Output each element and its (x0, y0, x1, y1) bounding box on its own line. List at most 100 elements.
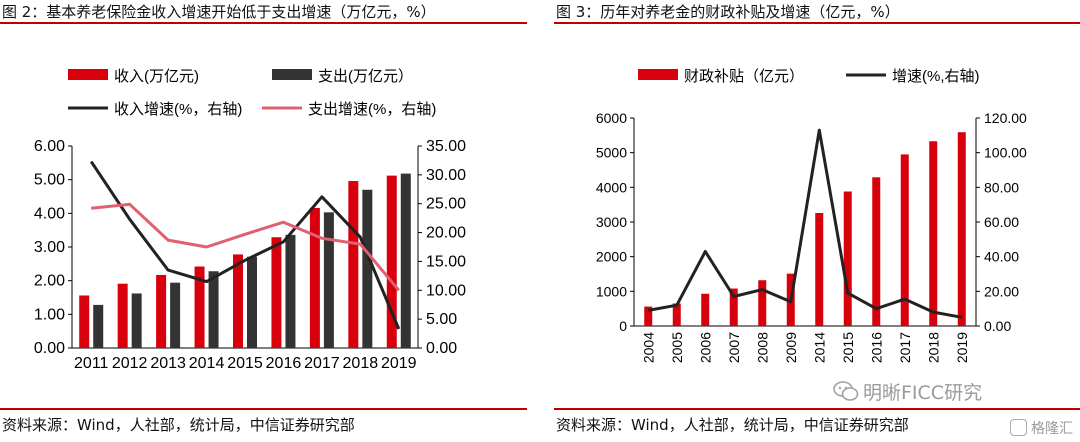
title-rule (0, 22, 527, 24)
chart-1: 0.00 1.00 2.00 3.00 4.00 5.00 6.00 0.00 5.00 10.0… (34, 68, 466, 372)
chart-panel-pension-revenue-expenditure: 图 2：基本养老保险金收入增速开始低于支出增速（万亿元，%） 0.00 1.00 2… (0, 0, 527, 442)
legend-label: 增速(%,右轴) (892, 68, 980, 85)
x-tick-label: 2014 (811, 332, 827, 363)
y-tick-label-right: 20.00 (984, 283, 1019, 299)
x-tick-label: 2016 (266, 355, 302, 372)
y-tick-label-left: 0 (619, 318, 627, 334)
legend-swatch (68, 69, 108, 80)
x-tick-label: 2008 (754, 332, 770, 363)
line-series-0-2 (89, 160, 401, 330)
bar-0-0-6 (309, 207, 320, 348)
x-tick-label: 2018 (343, 355, 379, 372)
x-tick-label: 2012 (112, 355, 148, 372)
bar-0-1-8 (400, 173, 411, 348)
legend-label: 支出增速(%，右轴) (308, 101, 436, 118)
line-series-1-1 (648, 128, 963, 319)
chart-panel-fiscal-subsidy: 图 3：历年对养老金的财政补贴及增速（亿元，%） 0 1000 2000 3000 40… (554, 0, 1080, 442)
x-tick-label: 2013 (150, 355, 186, 372)
bar-1-0-4 (758, 280, 767, 326)
bar-0-0-7 (348, 181, 359, 348)
x-tick-label: 2004 (640, 332, 656, 363)
bar-1-0-8 (872, 177, 881, 326)
y-tick-label-right: 40.00 (984, 249, 1019, 265)
bar-0-1-6 (323, 212, 334, 348)
watermark-text: 明晰FICC研究 (863, 382, 983, 404)
y-tick-label-left: 1000 (596, 283, 627, 299)
bar-1-0-6 (815, 212, 824, 326)
y-tick-label-right: 100.00 (984, 145, 1027, 161)
x-tick-label: 2015 (227, 355, 263, 372)
y-tick-label-right: 60.00 (984, 214, 1019, 230)
chart-source: 资料来源：Wind，人社部，统计局，中信证券研究部 (2, 416, 355, 434)
x-tick-label: 2011 (74, 355, 109, 372)
y-tick-label-left: 5.00 (34, 172, 65, 189)
bar-0-1-2 (170, 282, 181, 348)
y-tick-label-right: 0.00 (426, 340, 457, 357)
legend-label: 收入(万亿元) (114, 68, 199, 85)
chart-title: 图 2：基本养老保险金收入增速开始低于支出增速（万亿元，%） (2, 3, 436, 21)
x-tick-label: 2017 (897, 332, 913, 363)
x-tick-label: 2014 (189, 355, 225, 372)
y-tick-label-left: 3.00 (34, 239, 65, 256)
x-tick-label: 2019 (954, 332, 970, 363)
bar-0-1-0 (93, 304, 104, 348)
y-tick-label-left: 0.00 (34, 340, 65, 357)
y-tick-label-left: 5000 (596, 145, 627, 161)
bar-0-0-2 (156, 274, 167, 348)
y-tick-label-left: 1.00 (34, 306, 65, 323)
y-tick-label-right: 120.00 (984, 110, 1027, 126)
legend-label: 财政补贴（亿元） (684, 68, 804, 85)
bar-0-0-8 (386, 175, 397, 348)
x-tick-label: 2016 (868, 332, 884, 363)
x-tick-label: 2007 (726, 332, 742, 363)
bar-0-0-0 (79, 295, 90, 348)
title-rule (554, 22, 1080, 24)
bar-1-0-9 (900, 154, 909, 326)
x-tick-label: 2017 (304, 355, 340, 372)
x-tick-label: 2015 (840, 332, 856, 363)
legend-swatch (272, 69, 312, 80)
legend-label: 收入增速(%，右轴) (114, 101, 242, 118)
bar-0-1-5 (285, 234, 296, 348)
y-tick-label-right: 80.00 (984, 179, 1019, 195)
x-tick-label: 2005 (669, 332, 685, 363)
y-tick-label-right: 25.00 (426, 196, 466, 213)
bar-1-0-10 (929, 141, 938, 326)
line-series-0-3 (91, 202, 400, 292)
brand-text: 格隆汇 (1031, 421, 1073, 437)
bar-1-0-2 (701, 293, 710, 326)
x-tick-label: 2006 (697, 332, 713, 363)
bar-1-0-0 (644, 306, 653, 326)
y-tick-label-left: 6000 (596, 110, 627, 126)
bar-0-0-4 (233, 254, 243, 348)
y-tick-label-right: 35.00 (426, 138, 466, 155)
source-rule (554, 408, 1080, 410)
bar-0-1-7 (362, 189, 373, 348)
y-tick-label-right: 10.00 (426, 282, 466, 299)
bar-0-1-3 (208, 271, 219, 348)
y-tick-label-left: 3000 (596, 214, 627, 230)
bar-0-0-5 (271, 237, 282, 348)
bar-1-0-11 (957, 132, 966, 326)
x-tick-label: 2009 (783, 332, 799, 363)
x-tick-label: 2019 (381, 355, 417, 372)
brand-icon (1010, 419, 1027, 436)
bar-0-0-1 (117, 283, 128, 348)
y-tick-label-left: 2.00 (34, 273, 65, 290)
wechat-icon (833, 381, 859, 401)
bar-1-0-7 (843, 191, 852, 326)
source-rule (0, 408, 527, 410)
bar-0-1-1 (131, 293, 142, 348)
y-tick-label-left: 4.00 (34, 205, 65, 222)
chart-source: 资料来源：Wind，人社部，统计局，中信证券研究部 (556, 416, 909, 434)
legend-label: 支出(万亿元） (318, 68, 413, 85)
chart-2: 0 1000 2000 3000 4000 5000 6000 0.00 20.00 40.00 6… (596, 68, 1027, 363)
watermark: 明晰FICC研究 (833, 378, 982, 408)
x-tick-label: 2018 (925, 332, 941, 363)
y-tick-label-right: 0.00 (984, 318, 1011, 334)
y-tick-label-right: 15.00 (426, 253, 466, 270)
bar-0-0-3 (194, 266, 205, 348)
chart-title: 图 3：历年对养老金的财政补贴及增速（亿元，%） (556, 3, 900, 21)
y-tick-label-right: 5.00 (426, 311, 457, 328)
bar-1-0-3 (729, 288, 738, 326)
